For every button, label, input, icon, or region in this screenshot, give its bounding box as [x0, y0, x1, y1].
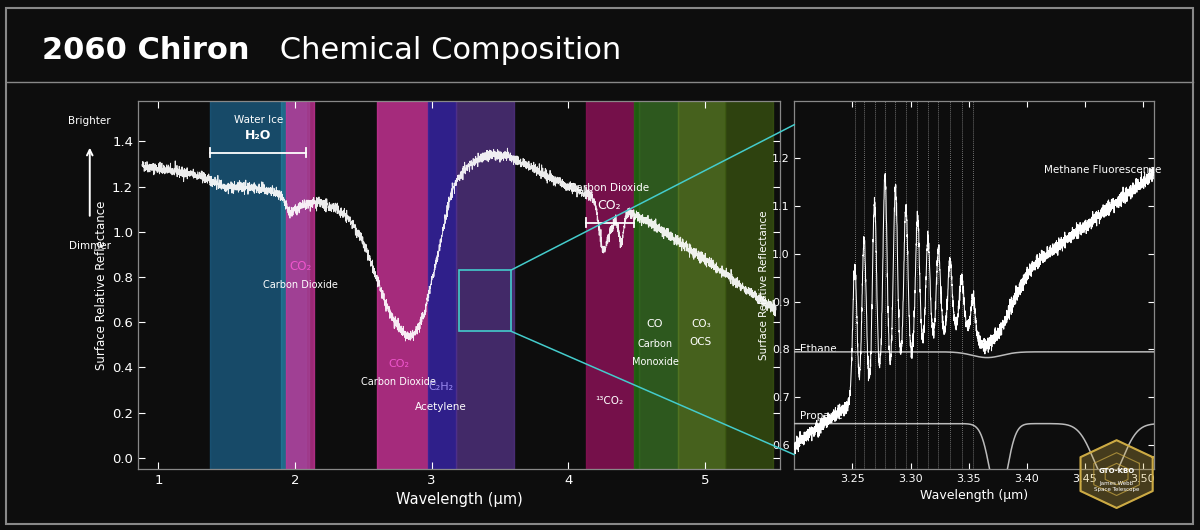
Text: Methane Fluorescence: Methane Fluorescence — [1044, 165, 1162, 175]
Bar — [725, 101, 773, 469]
Text: H₂O: H₂O — [245, 129, 271, 142]
Bar — [377, 101, 427, 469]
Text: CO₂: CO₂ — [289, 260, 312, 273]
Text: Brighter: Brighter — [68, 117, 112, 127]
Text: Chemical Composition: Chemical Composition — [270, 36, 622, 65]
Bar — [458, 270, 511, 331]
Bar — [286, 101, 314, 469]
Text: CO₃: CO₃ — [691, 319, 710, 329]
Text: Water Ice: Water Ice — [234, 116, 283, 125]
Bar — [210, 101, 306, 469]
Text: GTO-KBO: GTO-KBO — [1098, 468, 1135, 474]
Bar — [640, 101, 678, 469]
Text: Dimmer: Dimmer — [68, 241, 110, 251]
Text: Carbon: Carbon — [637, 339, 672, 349]
Bar — [678, 101, 725, 469]
Text: James Webb
Space Telescope: James Webb Space Telescope — [1094, 481, 1139, 492]
Bar — [427, 101, 456, 469]
Text: Propane: Propane — [800, 411, 842, 421]
X-axis label: Wavelength (μm): Wavelength (μm) — [920, 490, 1028, 502]
X-axis label: Wavelength (μm): Wavelength (μm) — [396, 492, 522, 507]
Text: Monoxide: Monoxide — [631, 357, 678, 367]
Text: OCS: OCS — [690, 337, 712, 347]
Bar — [282, 101, 308, 469]
Text: Carbon Dioxide: Carbon Dioxide — [263, 280, 338, 290]
Y-axis label: Surface Relative Reflectance: Surface Relative Reflectance — [760, 210, 769, 360]
Polygon shape — [1080, 440, 1153, 508]
Text: Carbon Dioxide: Carbon Dioxide — [361, 377, 437, 387]
Text: Carbon Dioxide: Carbon Dioxide — [569, 183, 649, 193]
Text: CO₂: CO₂ — [598, 199, 622, 212]
Text: CO: CO — [647, 319, 664, 329]
Y-axis label: Surface Relative Reflectance: Surface Relative Reflectance — [95, 200, 108, 369]
Bar — [586, 101, 634, 469]
Text: 2060 Chiron: 2060 Chiron — [42, 36, 250, 65]
Bar — [634, 101, 640, 469]
Text: C₂H₂: C₂H₂ — [428, 382, 454, 392]
Bar — [456, 101, 514, 469]
Text: Ethane: Ethane — [800, 344, 836, 355]
Text: ¹³CO₂: ¹³CO₂ — [595, 395, 623, 405]
Text: Acetylene: Acetylene — [415, 402, 467, 412]
Text: CO₂: CO₂ — [389, 359, 409, 369]
